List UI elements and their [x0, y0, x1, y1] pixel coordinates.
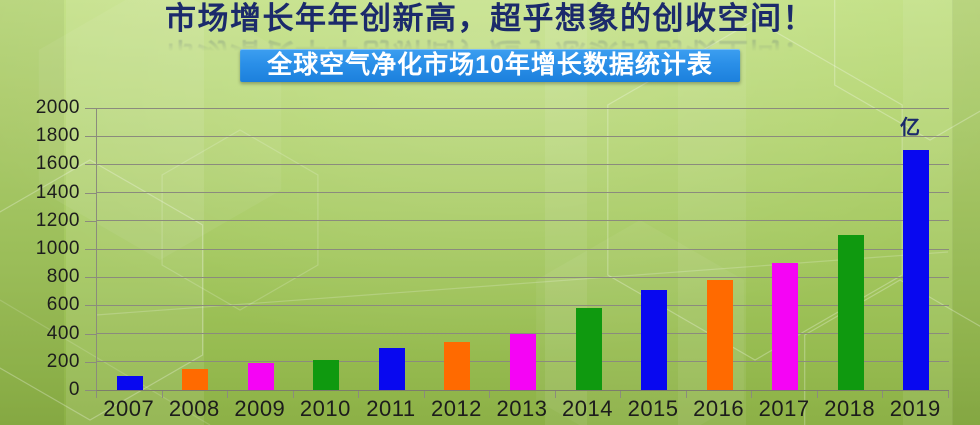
y-axis-label-2000: 2000 — [35, 97, 80, 118]
x-axis-label-2019: 2019 — [889, 396, 941, 421]
bar-2018 — [837, 234, 864, 390]
x-tick-9 — [685, 391, 687, 398]
x-axis-label-2018: 2018 — [824, 396, 876, 421]
bar-2008 — [182, 368, 209, 390]
y-tick-0 — [85, 390, 96, 391]
bar-2015 — [641, 289, 668, 390]
gridline-1000 — [97, 248, 949, 250]
y-tick-200 — [85, 361, 96, 363]
x-tick-2 — [227, 391, 229, 398]
plot-area — [96, 107, 949, 391]
bar-2016 — [706, 280, 733, 390]
x-tick-7 — [554, 391, 556, 398]
gridline-1800 — [97, 135, 949, 137]
gridline-1600 — [97, 163, 949, 165]
x-axis-label-2008: 2008 — [168, 396, 220, 421]
gridline-800 — [97, 276, 949, 278]
x-axis-label-2013: 2013 — [496, 396, 548, 421]
y-tick-400 — [85, 333, 96, 335]
gridline-2000 — [97, 107, 949, 109]
bar-2011 — [378, 347, 405, 390]
x-tick-11 — [816, 391, 818, 398]
y-axis-label-400: 400 — [46, 322, 80, 344]
x-tick-4 — [358, 391, 360, 398]
y-tick-1400 — [85, 192, 96, 194]
y-axis-label-1400: 1400 — [35, 181, 80, 203]
x-tick-3 — [292, 391, 294, 398]
y-tick-2000 — [85, 108, 96, 109]
x-axis-label-2016: 2016 — [693, 396, 745, 421]
y-tick-1600 — [85, 164, 96, 166]
gridline-600 — [97, 304, 949, 306]
x-tick-6 — [489, 391, 491, 398]
bar-2007 — [116, 375, 143, 390]
y-tick-600 — [85, 305, 96, 307]
x-tick-13 — [948, 391, 949, 398]
bar-2019 — [903, 150, 930, 390]
gridline-400 — [97, 333, 949, 335]
x-axis-label-2009: 2009 — [234, 396, 286, 421]
y-axis-label-1600: 1600 — [35, 153, 80, 175]
x-axis-label-2017: 2017 — [758, 396, 810, 421]
x-axis-label-2007: 2007 — [103, 396, 155, 421]
x-tick-0 — [96, 391, 97, 398]
gridline-1200 — [97, 220, 949, 222]
x-axis-label-2015: 2015 — [627, 396, 679, 421]
bar-2014 — [575, 308, 602, 390]
bar-2017 — [772, 263, 799, 390]
bar-2013 — [510, 333, 536, 390]
y-axis-label-0: 0 — [68, 379, 80, 400]
x-axis-label-2010: 2010 — [299, 396, 351, 421]
y-tick-1000 — [85, 249, 96, 250]
y-axis-label-600: 600 — [46, 294, 80, 316]
bar-2009 — [247, 363, 274, 390]
y-axis-label-1000: 1000 — [35, 238, 80, 259]
x-tick-8 — [620, 391, 622, 398]
y-axis-label-800: 800 — [46, 266, 80, 288]
unit-label: 亿 — [900, 117, 920, 139]
gridline-1400 — [97, 192, 949, 194]
bar-2012 — [444, 342, 471, 390]
x-axis-label-2014: 2014 — [562, 396, 613, 421]
y-tick-800 — [85, 277, 96, 279]
chart-title-banner: 全球空气净化市场10年增长数据统计表 — [240, 49, 740, 82]
y-tick-1200 — [85, 220, 96, 222]
x-tick-10 — [751, 391, 753, 398]
x-axis-label-2011: 2011 — [366, 396, 416, 421]
page-title: 市场增长年年创新高，超乎想象的创收空间！ — [165, 1, 815, 36]
x-tick-12 — [882, 391, 884, 398]
chart-title-text: 全球空气净化市场10年增长数据统计表 — [267, 51, 713, 79]
y-tick-1800 — [85, 136, 96, 138]
x-tick-5 — [423, 391, 425, 398]
bar-2010 — [313, 360, 340, 390]
x-axis-label-2012: 2012 — [430, 396, 482, 421]
x-tick-1 — [161, 391, 163, 398]
y-axis-label-1800: 1800 — [35, 125, 80, 147]
y-axis-label-200: 200 — [46, 350, 80, 372]
y-axis-label-1200: 1200 — [35, 209, 80, 231]
